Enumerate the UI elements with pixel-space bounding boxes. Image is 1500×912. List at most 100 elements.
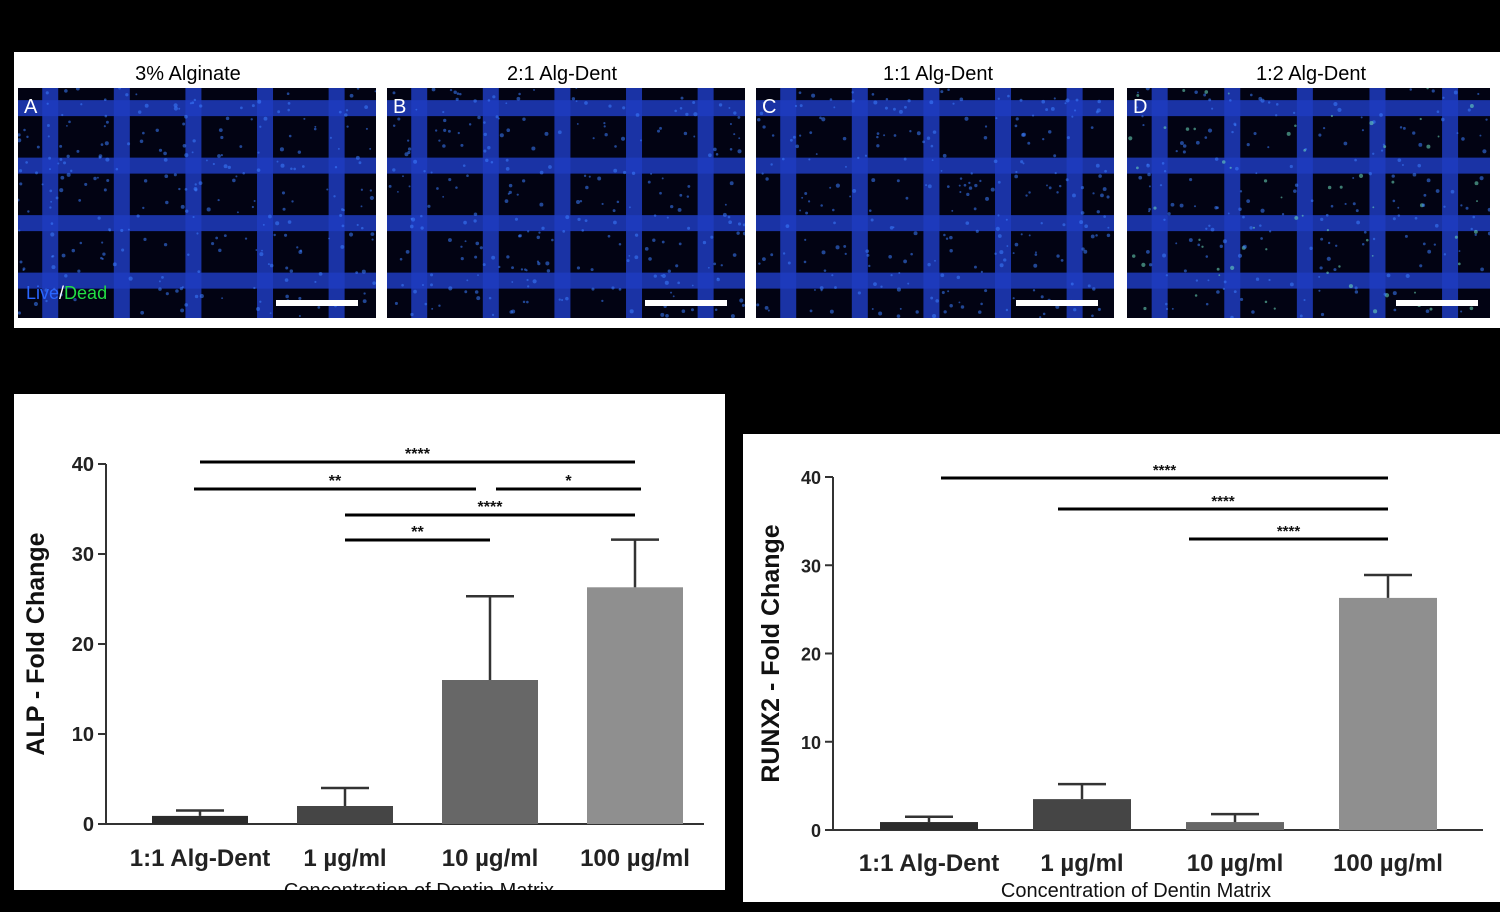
cell-dot [285, 294, 289, 299]
cell-dot [635, 113, 640, 117]
cell-speckle [1128, 88, 1490, 318]
cell-dot [466, 174, 469, 178]
cell-dot [199, 294, 204, 299]
cell-dot [764, 305, 769, 310]
y-tick-label: 40 [801, 468, 821, 488]
cell-dot [994, 252, 997, 255]
cell-dot [1132, 254, 1136, 258]
cell-dot [531, 146, 536, 151]
cell-dot [1012, 297, 1015, 300]
cell-dot [652, 238, 656, 242]
cell-dot [276, 160, 279, 163]
cell-dot [980, 302, 983, 306]
cell-dot [940, 273, 945, 278]
cell-dot [1162, 253, 1167, 258]
cell-dot [1095, 234, 1098, 237]
cell-dot [1073, 109, 1077, 112]
cell-dot [448, 178, 452, 182]
cell-dot [904, 105, 907, 109]
scaffold-grid-image [756, 88, 1114, 318]
cell-dot [871, 93, 875, 96]
cell-dot [1218, 274, 1221, 277]
cell-dot [1014, 124, 1018, 128]
cell-dot [1365, 238, 1369, 242]
cell-dot [1391, 180, 1395, 184]
cell-dot [666, 216, 669, 219]
cell-dot [392, 168, 396, 172]
cell-dot [84, 182, 88, 186]
cell-dot [878, 311, 883, 316]
cell-dot [374, 90, 376, 93]
cell-dot [267, 263, 270, 266]
cell-dot [96, 176, 99, 179]
cell-dot [807, 200, 811, 203]
scale-bar [1396, 300, 1478, 306]
cell-dot [852, 188, 857, 193]
cell-dot [1392, 217, 1396, 221]
cell-dot [1207, 128, 1213, 133]
cell-dot [1414, 216, 1418, 220]
cell-dot [1064, 102, 1067, 105]
cell-dot [1104, 169, 1107, 173]
cell-dot [1423, 193, 1427, 197]
cell-dot [1204, 90, 1209, 94]
cell-dot [603, 125, 606, 128]
cell-dot [410, 217, 416, 222]
cell-dot [103, 98, 107, 102]
cell-dot [45, 91, 49, 95]
cell-dot [1062, 223, 1066, 227]
cell-dot [762, 125, 766, 129]
micrograph-b: B [387, 88, 745, 318]
cell-dot [932, 130, 937, 134]
cell-dot [1355, 209, 1359, 213]
bar [1186, 822, 1284, 830]
cell-dot [1469, 306, 1474, 311]
cell-dot [1041, 99, 1046, 104]
cell-dot [737, 222, 742, 226]
cell-dot [1363, 230, 1367, 234]
cell-dot [23, 128, 26, 132]
cell-dot [1136, 94, 1140, 97]
y-tick-label: 0 [811, 821, 821, 841]
cell-dot [941, 291, 945, 295]
cell-dot [781, 157, 785, 161]
cell-dot [565, 296, 569, 301]
cell-dot [732, 253, 737, 257]
cell-dot [508, 183, 513, 188]
cell-dot [1431, 89, 1435, 93]
cell-dot [1397, 206, 1400, 209]
y-tick-label: 10 [72, 724, 94, 746]
cell-dot [487, 99, 491, 102]
cell-dot [656, 129, 661, 133]
cell-dot [506, 255, 510, 259]
cell-dot [1128, 136, 1133, 141]
cell-dot [421, 283, 424, 287]
cell-dot [1163, 126, 1167, 129]
cell-dot [35, 171, 38, 175]
cell-dot [1025, 194, 1028, 197]
cell-dot [1106, 195, 1110, 199]
cell-dot [973, 207, 977, 211]
cell-dot [927, 184, 932, 189]
cell-dot [782, 252, 786, 255]
cell-dot [1014, 174, 1019, 179]
cell-dot [999, 250, 1004, 255]
cell-dot [1081, 247, 1085, 251]
cell-dot [984, 289, 988, 293]
cell-dot [799, 104, 803, 108]
cell-dot [1412, 131, 1416, 135]
cell-dot [1080, 211, 1085, 215]
cell-dot [1222, 287, 1226, 291]
cell-dot [1473, 229, 1478, 234]
cell-dot [49, 189, 53, 193]
cell-dot [250, 118, 253, 121]
cell-dot [313, 127, 317, 131]
cell-dot [505, 158, 509, 162]
grid-strut [42, 88, 59, 318]
cell-dot [620, 136, 626, 141]
significance-label: **** [1277, 523, 1301, 540]
cell-dot [392, 91, 396, 95]
cell-dot [851, 99, 855, 103]
cell-dot [1453, 90, 1458, 95]
cell-dot [1096, 210, 1100, 214]
